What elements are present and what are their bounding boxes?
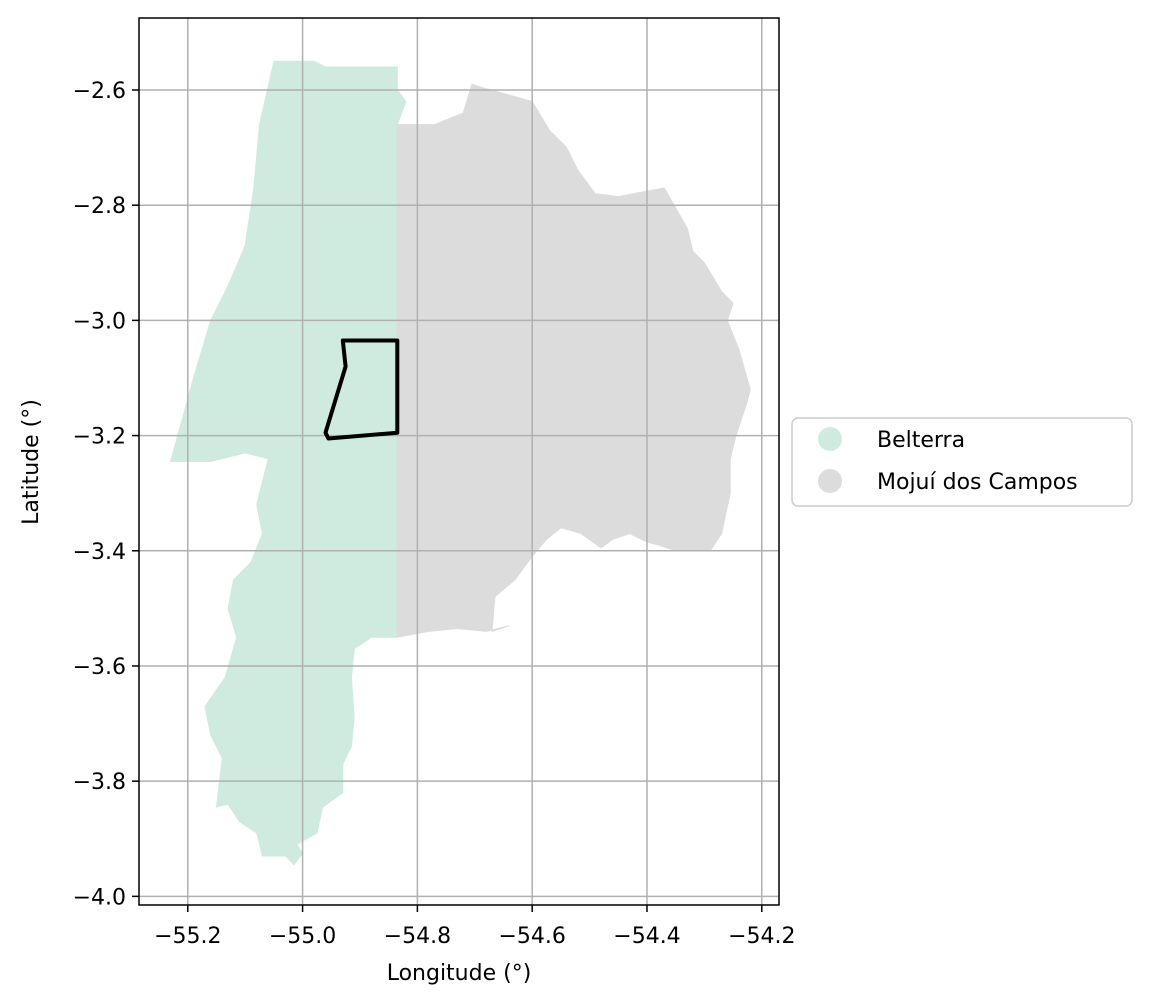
regions-layer (169, 60, 751, 866)
x-tick-label: −54.6 (498, 924, 565, 949)
region-mojui-dos-campos (396, 83, 751, 638)
outline-layer (323, 338, 400, 441)
legend-label-mojui-dos-campos: Mojuí dos Campos (877, 470, 1078, 495)
x-tick-label: −54.2 (728, 924, 795, 949)
grid-layer (139, 18, 779, 905)
x-tick-label: −55.2 (154, 924, 221, 949)
y-axis-label: Latitude (°) (19, 399, 44, 525)
legend-marker-belterra (818, 427, 842, 451)
y-tick-label: −3.4 (73, 540, 126, 565)
legend-label-belterra: Belterra (877, 428, 965, 453)
x-tick-label: −54.8 (384, 924, 451, 949)
y-tick-label: −2.8 (73, 194, 126, 219)
y-tick-label: −3.0 (73, 309, 126, 334)
x-axis-label: Longitude (°) (387, 961, 532, 986)
y-tick-label: −4.0 (73, 885, 126, 910)
study-area-outline (323, 338, 400, 441)
y-tick-label: −3.2 (73, 425, 126, 450)
legend: Belterra Mojuí dos Campos (791, 417, 1133, 507)
region-belterra (169, 60, 407, 866)
x-tick-label: −55.0 (269, 924, 336, 949)
y-tick-label: −3.8 (73, 770, 126, 795)
y-ticks: −2.6 −2.8 −3.0 −3.2 −3.4 −3.6 −3.8 −4.0 (73, 79, 139, 910)
y-tick-label: −3.6 (73, 655, 126, 680)
x-ticks: −55.2 −55.0 −54.8 −54.6 −54.4 −54.2 (154, 905, 795, 949)
x-tick-label: −54.4 (613, 924, 680, 949)
legend-marker-mojui-dos-campos (818, 469, 842, 493)
legend-box (791, 417, 1133, 507)
y-tick-label: −2.6 (73, 79, 126, 104)
plot-frame (138, 17, 780, 906)
